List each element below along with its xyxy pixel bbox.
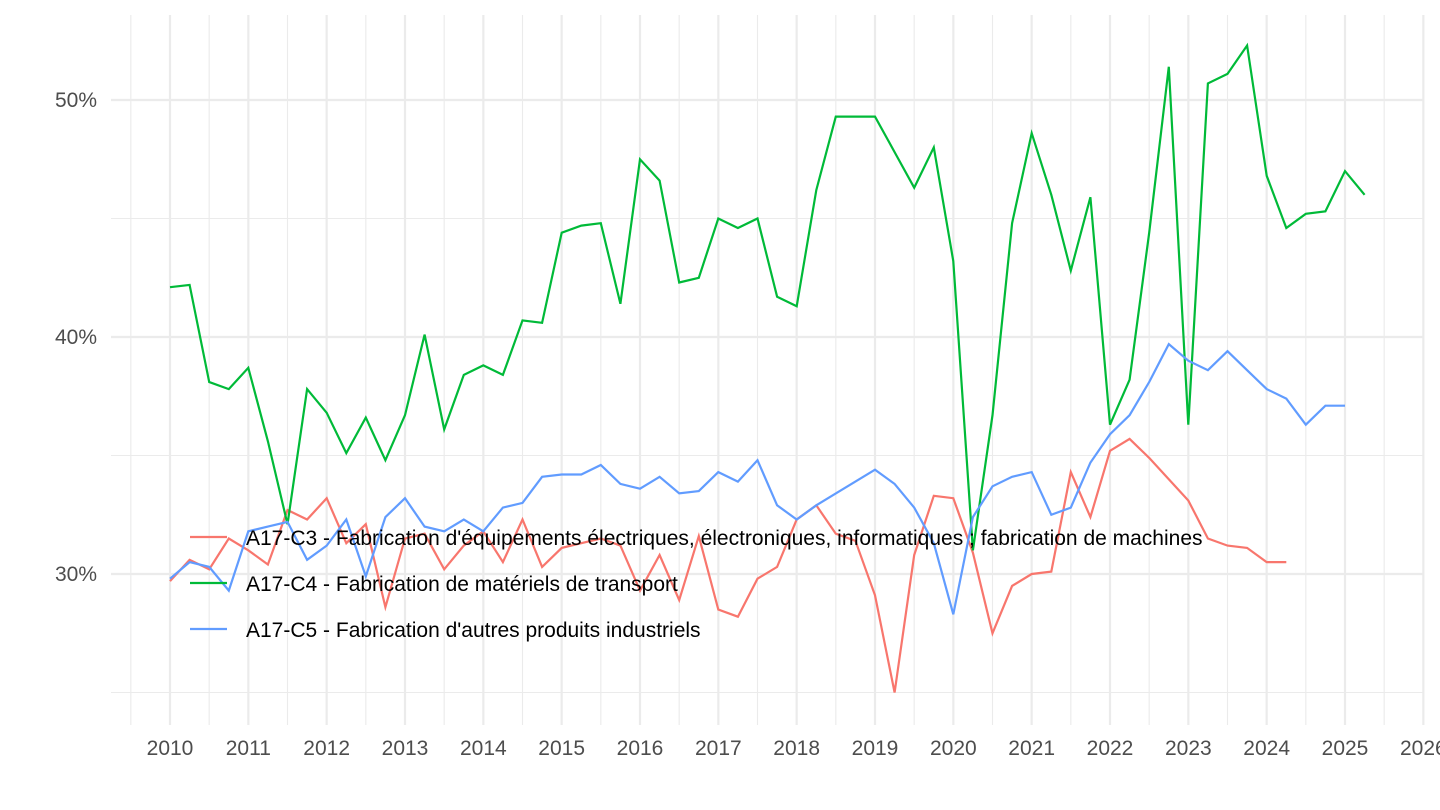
x-tick-label: 2015 <box>538 737 585 760</box>
x-tick-label: 2022 <box>1087 737 1134 760</box>
legend-item-2: A17-C4 - Fabrication de matériels de tra… <box>190 573 678 596</box>
x-tick-label: 2013 <box>382 737 429 760</box>
y-axis-tick-labels: 30% 40% 50% <box>55 89 97 586</box>
legend-item-1: A17-C3 - Fabrication d'équipements élect… <box>190 527 1203 550</box>
legend-label: A17-C5 - Fabrication d'autres produits i… <box>246 619 701 642</box>
legend: A17-C3 - Fabrication d'équipements élect… <box>190 527 1203 642</box>
series-line-2 <box>169 42 1366 551</box>
x-tick-label: 2025 <box>1322 737 1369 760</box>
x-tick-label: 2021 <box>1008 737 1055 760</box>
y-tick-label: 30% <box>55 563 97 586</box>
series-line-3 <box>169 342 1345 615</box>
major-gridlines <box>111 15 1425 725</box>
x-tick-label: 2017 <box>695 737 742 760</box>
legend-label: A17-C4 - Fabrication de matériels de tra… <box>246 573 678 596</box>
x-axis-tick-labels: 2010 2011 2012 2013 2014 2015 2016 2017 2018 2019… <box>147 737 1440 760</box>
x-tick-label: 2019 <box>852 737 899 760</box>
x-tick-label: 2010 <box>147 737 194 760</box>
series-lines <box>169 42 1366 693</box>
x-tick-label: 2026 <box>1400 737 1440 760</box>
x-tick-label: 2016 <box>617 737 664 760</box>
x-tick-label: 2024 <box>1243 737 1290 760</box>
series-line-1 <box>169 437 1287 693</box>
x-tick-label: 2014 <box>460 737 507 760</box>
minor-gridlines <box>111 15 1424 725</box>
x-tick-label: 2020 <box>930 737 977 760</box>
x-tick-label: 2023 <box>1165 737 1212 760</box>
y-tick-label: 40% <box>55 326 97 349</box>
y-tick-label: 50% <box>55 89 97 112</box>
legend-label: A17-C3 - Fabrication d'équipements élect… <box>246 527 1203 550</box>
x-tick-label: 2012 <box>303 737 350 760</box>
legend-item-3: A17-C5 - Fabrication d'autres produits i… <box>190 619 701 642</box>
x-tick-label: 2018 <box>773 737 820 760</box>
x-tick-label: 2011 <box>226 737 271 760</box>
